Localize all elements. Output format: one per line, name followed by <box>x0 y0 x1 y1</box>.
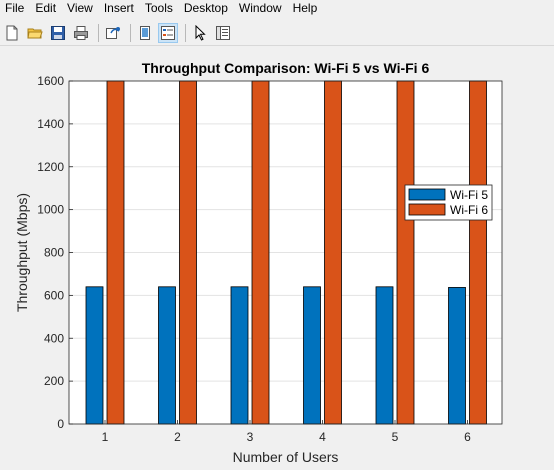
dock-button[interactable] <box>135 23 155 43</box>
legend-toggle-button[interactable] <box>158 22 178 43</box>
figure-area: 0 200 400 600 800 1000 1200 1400 1600 1 2 3 4 5 6 Thro… <box>0 47 554 465</box>
property-inspector-button[interactable] <box>213 23 233 43</box>
pointer-icon <box>195 24 206 41</box>
x-tick-label: 4 <box>319 430 326 444</box>
property-inspector-icon <box>216 25 230 40</box>
y-tick-label: 600 <box>44 288 64 302</box>
bar-wifi6[interactable] <box>251 80 270 425</box>
new-figure-icon <box>6 25 18 40</box>
toolbar-separator <box>98 23 99 42</box>
bar-wifi5[interactable] <box>158 286 176 425</box>
menu-help[interactable]: Help <box>292 1 318 15</box>
menu-window[interactable]: Window <box>238 1 282 15</box>
menu-tools[interactable]: Tools <box>144 1 173 15</box>
bar-wifi5[interactable] <box>448 287 466 425</box>
save-icon <box>51 25 65 40</box>
bar-wifi5[interactable] <box>230 286 249 425</box>
dock-icon <box>140 25 150 40</box>
chart-title: Throughput Comparison: Wi-Fi 5 vs Wi-Fi … <box>142 60 430 76</box>
bar-wifi6[interactable] <box>469 80 487 425</box>
legend-toggle-icon <box>161 25 175 40</box>
menu-edit[interactable]: Edit <box>35 1 57 15</box>
bar-wifi5[interactable] <box>303 286 321 425</box>
bar-wifi5[interactable] <box>375 286 394 425</box>
bar-chart[interactable]: 0 200 400 600 800 1000 1200 1400 1600 1 2 3 4 5 6 Thro… <box>0 47 554 465</box>
legend-label: Wi-Fi 5 <box>450 188 488 202</box>
y-tick-label: 1600 <box>37 74 64 88</box>
bar-wifi5[interactable] <box>85 286 104 425</box>
save-button[interactable] <box>48 23 68 43</box>
open-file-button[interactable] <box>25 23 45 43</box>
axis-ticks: 0 200 400 600 800 1000 1200 1400 1600 1 2 3 4 5 6 <box>37 74 471 444</box>
y-axis-label: Throughput (Mbps) <box>14 193 30 312</box>
bar-wifi6[interactable] <box>396 80 415 425</box>
y-tick-label: 400 <box>44 331 64 345</box>
toolbar-separator <box>130 23 131 42</box>
menu-insert[interactable]: Insert <box>103 1 134 15</box>
menu-view[interactable]: View <box>67 1 93 15</box>
bar-wifi6[interactable] <box>106 80 125 425</box>
y-tick-label: 1200 <box>37 160 64 174</box>
menu-desktop[interactable]: Desktop <box>183 1 228 15</box>
print-icon <box>74 25 88 40</box>
y-tick-label: 800 <box>44 246 64 260</box>
y-tick-label: 1000 <box>37 203 64 217</box>
x-tick-label: 5 <box>392 430 399 444</box>
toolbar-separator <box>185 23 186 42</box>
y-tick-label: 200 <box>44 374 64 388</box>
y-tick-label: 0 <box>57 417 64 431</box>
legend-swatch <box>408 203 446 216</box>
menu-file[interactable]: File <box>5 1 25 15</box>
menu-bar: File Edit View Insert Tools Desktop Wind… <box>0 0 554 17</box>
x-axis-label: Number of Users <box>233 449 339 465</box>
x-tick-label: 2 <box>174 430 181 444</box>
link-plot-button[interactable] <box>103 23 123 43</box>
figure-toolbar <box>0 20 554 46</box>
x-tick-label: 3 <box>247 430 254 444</box>
print-button[interactable] <box>71 23 91 43</box>
x-tick-label: 6 <box>464 430 471 444</box>
legend-swatch <box>408 188 446 201</box>
legend[interactable]: Wi-Fi 5Wi-Fi 6 <box>404 184 493 221</box>
x-tick-label: 1 <box>102 430 109 444</box>
y-tick-label: 1400 <box>37 117 64 131</box>
link-plot-icon <box>106 26 120 39</box>
edit-plot-button[interactable] <box>190 23 210 43</box>
bar-wifi6[interactable] <box>179 80 197 425</box>
new-figure-button[interactable] <box>2 23 22 43</box>
legend-label: Wi-Fi 6 <box>450 203 488 217</box>
open-file-icon <box>27 28 43 38</box>
bar-wifi6[interactable] <box>324 80 342 425</box>
